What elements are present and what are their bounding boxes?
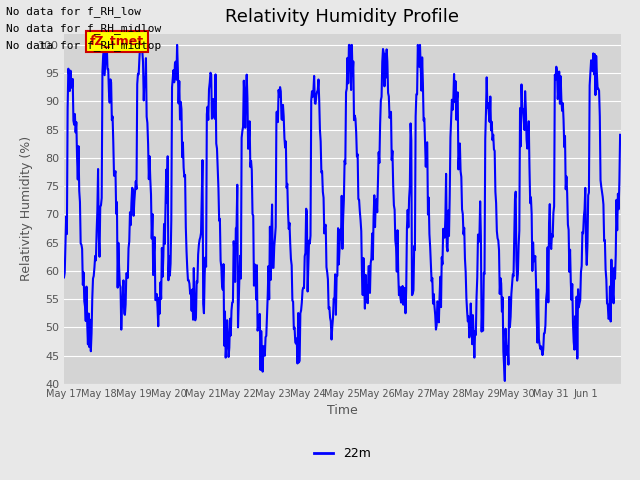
Text: No data for f_RH_midtop: No data for f_RH_midtop — [6, 40, 162, 51]
Text: No data for f_RH_low: No data for f_RH_low — [6, 6, 141, 17]
Text: fZ_tmet: fZ_tmet — [90, 35, 144, 48]
Title: Relativity Humidity Profile: Relativity Humidity Profile — [225, 9, 460, 26]
Y-axis label: Relativity Humidity (%): Relativity Humidity (%) — [20, 136, 33, 281]
Text: No data for f_RH_midlow: No data for f_RH_midlow — [6, 23, 162, 34]
X-axis label: Time: Time — [327, 405, 358, 418]
Legend: 22m: 22m — [309, 443, 376, 465]
